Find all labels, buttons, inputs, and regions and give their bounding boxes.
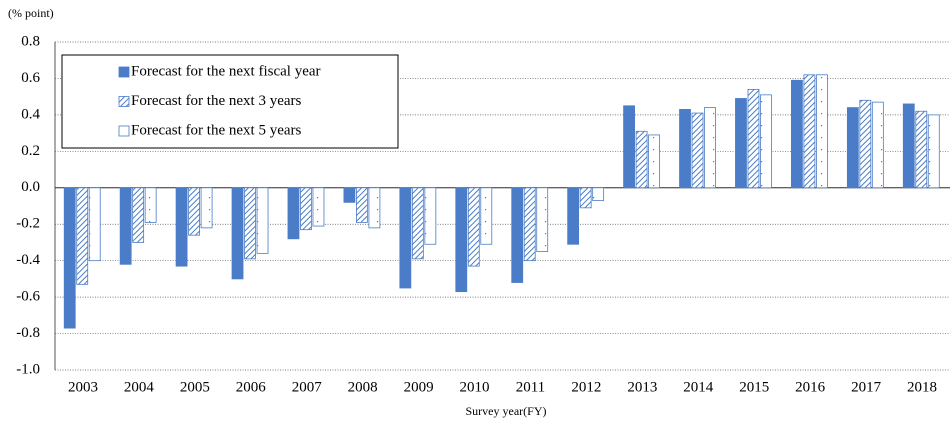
x-tick-label: 2005 — [180, 379, 210, 395]
y-tick-label: 0.0 — [21, 179, 40, 195]
bar — [119, 187, 132, 265]
y-tick-label: -0.6 — [16, 289, 40, 305]
x-tick-label: 2007 — [292, 379, 323, 395]
x-tick-label: 2010 — [460, 379, 490, 395]
y-tick-label: 0.6 — [21, 70, 40, 86]
legend-swatch — [118, 66, 130, 78]
bar — [399, 187, 412, 289]
bar — [467, 187, 480, 267]
bar — [536, 187, 549, 252]
bar — [312, 187, 325, 227]
bar — [803, 74, 816, 189]
bar — [424, 187, 437, 245]
y-tick-label: 0.4 — [21, 106, 40, 122]
bar — [300, 187, 312, 231]
bar — [63, 187, 76, 329]
bar — [747, 88, 760, 189]
bar — [144, 187, 157, 223]
bar — [760, 94, 772, 189]
legend-label: Forecast for the next 3 years — [131, 93, 302, 109]
x-tick-label: 2013 — [627, 379, 657, 395]
y-tick-label: -0.2 — [16, 216, 40, 232]
bar — [132, 187, 145, 243]
x-tick-label: 2009 — [404, 379, 434, 395]
bar — [175, 187, 188, 267]
bar — [455, 187, 468, 293]
legend-label: Forecast for the next 5 years — [131, 122, 302, 138]
x-tick-label: 2004 — [124, 379, 155, 395]
legend-swatch — [118, 125, 130, 137]
x-tick-label: 2018 — [907, 379, 937, 395]
x-tick-label: 2008 — [348, 379, 378, 395]
y-tick-label: -1.0 — [16, 361, 40, 377]
x-tick-label: 2012 — [571, 379, 601, 395]
bar — [76, 187, 89, 285]
bar — [368, 187, 381, 229]
bar — [859, 99, 872, 189]
legend-frame — [61, 54, 399, 149]
y-axis-title: (% point) — [8, 6, 54, 20]
legend-swatch — [118, 96, 130, 107]
legend-label: Forecast for the next fiscal year — [131, 63, 321, 79]
y-tick-label: 0.2 — [21, 143, 40, 159]
bar — [648, 134, 660, 189]
x-axis-title: Survey year(FY) — [466, 404, 547, 418]
x-tick-label: 2014 — [683, 379, 714, 395]
bar — [523, 187, 536, 262]
y-tick-label: 0.8 — [21, 33, 40, 49]
bar — [343, 187, 356, 203]
bar — [480, 187, 493, 245]
bar — [816, 74, 828, 189]
x-tick-label: 2017 — [851, 379, 882, 395]
bar — [791, 79, 803, 189]
bar — [256, 187, 269, 254]
y-tick-label: -0.4 — [16, 252, 40, 268]
bar — [735, 98, 747, 189]
bar — [679, 109, 691, 189]
bar — [902, 103, 915, 189]
bar — [871, 101, 884, 189]
bar — [356, 187, 368, 223]
bar — [200, 187, 213, 229]
bar — [188, 187, 200, 236]
x-tick-label: 2015 — [739, 379, 769, 395]
x-tick-label: 2011 — [516, 379, 545, 395]
bar — [567, 187, 580, 245]
bar — [635, 130, 648, 189]
bar — [244, 187, 256, 260]
bar — [287, 187, 300, 240]
bar — [846, 107, 859, 189]
bar — [927, 114, 940, 189]
bar — [691, 112, 704, 189]
bar — [704, 107, 716, 189]
x-tick-label: 2016 — [795, 379, 826, 395]
bar — [511, 187, 524, 283]
bar — [579, 187, 592, 209]
bar — [915, 110, 928, 189]
bar — [623, 105, 635, 189]
bar — [88, 187, 101, 262]
bar — [411, 187, 424, 260]
bar — [592, 187, 605, 201]
y-tick-label: -0.8 — [16, 325, 40, 341]
x-tick-label: 2006 — [236, 379, 267, 395]
bar — [231, 187, 244, 280]
x-tick-label: 2003 — [68, 379, 98, 395]
